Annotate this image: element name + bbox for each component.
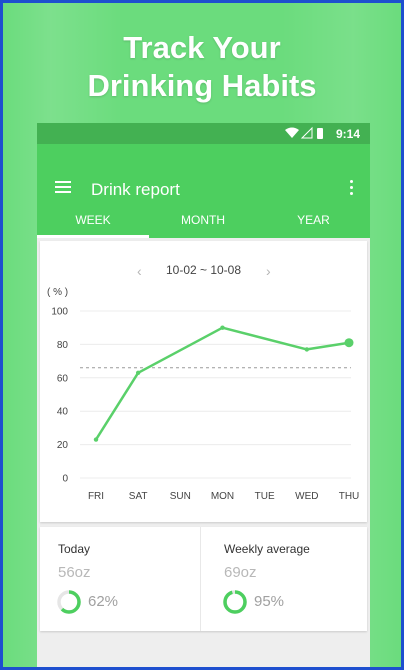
stat-weekly-percent: 95%	[254, 593, 285, 610]
stat-today-value: 56oz	[58, 564, 91, 581]
menu-icon[interactable]	[55, 181, 71, 193]
stats-card: Today 56oz 62% Weekly average 69oz 95%	[40, 527, 367, 631]
phone-screen: 9:14 Drink report WEEK MONTH YEAR ( % ) 0…	[37, 123, 370, 667]
data-point	[304, 347, 310, 352]
tab-month[interactable]: MONTH	[149, 205, 257, 238]
more-options-icon[interactable]	[350, 180, 354, 196]
signal-icon	[300, 126, 313, 139]
x-tick-label: THU	[339, 491, 360, 502]
y-tick-label: 80	[57, 340, 69, 351]
data-point	[220, 325, 225, 330]
data-point	[344, 338, 354, 348]
tab-week[interactable]: WEEK	[37, 205, 149, 238]
status-bar: 9:14	[37, 123, 370, 144]
page-title: Drink report	[91, 180, 180, 199]
y-tick-label: 100	[51, 307, 68, 318]
promo-headline: Track Your Drinking Habits	[3, 29, 401, 105]
y-tick-label: 40	[57, 407, 69, 418]
wifi-icon	[285, 127, 299, 138]
stat-today: Today 56oz 62%	[40, 527, 200, 631]
stats-divider	[200, 527, 201, 631]
x-tick-label: WED	[295, 491, 318, 502]
stat-weekly-value: 69oz	[224, 564, 257, 581]
chart-card: ( % ) 0 20 40 60 80 100 FRI SAT SUN MON TUE WED THU	[40, 241, 367, 522]
promo-line-1: Track Your	[123, 30, 281, 65]
x-tick-label: MON	[211, 491, 234, 502]
tab-year-label: YEAR	[297, 213, 330, 227]
bottom-area	[37, 635, 370, 667]
period-tabs: WEEK MONTH YEAR	[37, 205, 370, 238]
x-tick-label: SAT	[129, 491, 148, 502]
promo-line-2: Drinking Habits	[87, 68, 317, 103]
y-axis-label: ( % )	[47, 287, 68, 298]
next-period-button[interactable]: ›	[266, 263, 271, 279]
x-tick-label: SUN	[170, 491, 191, 502]
battery-icon	[317, 128, 323, 139]
stat-weekly-average: Weekly average 69oz 95%	[206, 527, 366, 631]
app-bar: Drink report WEEK MONTH YEAR	[37, 144, 370, 238]
tab-month-label: MONTH	[181, 213, 225, 227]
stat-today-label: Today	[58, 542, 91, 556]
y-tick-label: 20	[57, 440, 69, 451]
tab-week-label: WEEK	[75, 213, 111, 227]
stat-weekly-label: Weekly average	[224, 542, 310, 556]
x-tick-label: FRI	[88, 491, 104, 502]
y-tick-label: 60	[57, 373, 69, 384]
tab-year[interactable]: YEAR	[257, 205, 370, 238]
x-tick-label: TUE	[255, 491, 275, 502]
date-range-row: ‹ 10-02 ~ 10-08 ›	[37, 263, 370, 283]
data-point	[93, 437, 99, 442]
date-range-label: 10-02 ~ 10-08	[165, 263, 242, 277]
status-icons	[284, 126, 326, 143]
status-time: 9:14	[335, 127, 360, 141]
stat-today-percent: 62%	[88, 593, 119, 610]
data-point	[135, 370, 141, 375]
drink-chart: ( % ) 0 20 40 60 80 100 FRI SAT SUN MON TUE WED THU	[47, 287, 360, 502]
progress-ring-icon	[223, 590, 247, 614]
y-tick-label: 0	[62, 474, 68, 485]
promo-frame: Track Your Drinking Habits 9:14 Drink re…	[3, 3, 401, 667]
prev-period-button[interactable]: ‹	[137, 263, 142, 279]
progress-ring-icon	[57, 590, 81, 614]
